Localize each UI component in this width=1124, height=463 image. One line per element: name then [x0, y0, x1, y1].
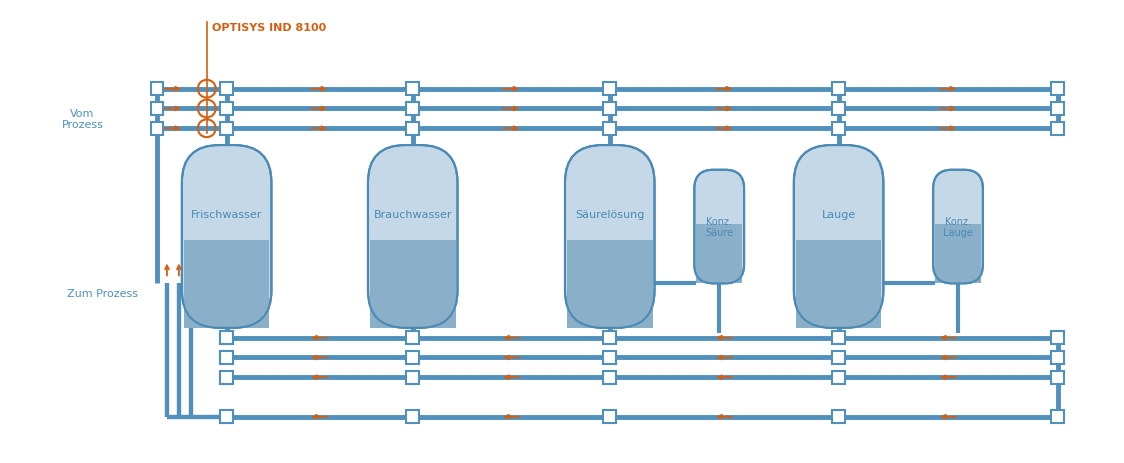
Bar — [1051, 123, 1064, 135]
FancyBboxPatch shape — [933, 170, 982, 284]
Bar — [1051, 371, 1064, 384]
Bar — [220, 410, 233, 423]
Bar — [370, 241, 455, 328]
Text: Konz.
Säure: Konz. Säure — [705, 216, 733, 238]
Text: Brauchwasser: Brauchwasser — [373, 210, 452, 220]
Bar — [1051, 103, 1064, 116]
Text: Frischwasser: Frischwasser — [191, 210, 262, 220]
Bar — [832, 371, 845, 384]
Bar — [566, 241, 653, 328]
FancyBboxPatch shape — [182, 146, 271, 328]
Text: Säurelösung: Säurelösung — [575, 210, 644, 220]
FancyBboxPatch shape — [368, 146, 457, 328]
Bar — [406, 410, 419, 423]
Bar — [406, 332, 419, 344]
Bar — [220, 332, 233, 344]
Text: OPTISYS IND 8100: OPTISYS IND 8100 — [211, 23, 326, 32]
Text: Konz.
Lauge: Konz. Lauge — [943, 216, 973, 238]
Bar — [151, 123, 163, 135]
Bar — [832, 332, 845, 344]
Bar — [832, 410, 845, 423]
Bar — [220, 351, 233, 364]
Bar — [832, 351, 845, 364]
Bar — [604, 83, 616, 96]
Bar — [604, 123, 616, 135]
Bar — [604, 351, 616, 364]
Bar — [220, 410, 233, 423]
Bar — [406, 83, 419, 96]
Bar — [604, 332, 616, 344]
Bar — [151, 103, 163, 116]
Bar — [604, 371, 616, 384]
Bar — [1051, 332, 1064, 344]
Bar — [406, 103, 419, 116]
Bar — [184, 241, 270, 328]
Bar — [220, 103, 233, 116]
Bar — [1051, 83, 1064, 96]
Bar — [796, 241, 881, 328]
Bar — [935, 225, 981, 284]
Bar — [406, 123, 419, 135]
Bar — [1051, 410, 1064, 423]
Bar — [697, 225, 742, 284]
Bar — [832, 123, 845, 135]
Text: Vom
Prozess: Vom Prozess — [62, 108, 103, 130]
Bar — [220, 83, 233, 96]
FancyBboxPatch shape — [565, 146, 654, 328]
Bar — [604, 410, 616, 423]
Bar — [406, 351, 419, 364]
Bar — [220, 371, 233, 384]
FancyBboxPatch shape — [695, 170, 744, 284]
Bar — [220, 351, 233, 364]
Bar — [220, 332, 233, 344]
Bar — [406, 371, 419, 384]
Bar — [832, 103, 845, 116]
Bar — [1051, 351, 1064, 364]
Bar — [220, 123, 233, 135]
Bar — [832, 83, 845, 96]
Text: Lauge: Lauge — [822, 210, 855, 220]
Bar — [151, 83, 163, 96]
FancyBboxPatch shape — [794, 146, 883, 328]
Text: Zum Prozess: Zum Prozess — [66, 288, 138, 299]
Bar — [604, 103, 616, 116]
